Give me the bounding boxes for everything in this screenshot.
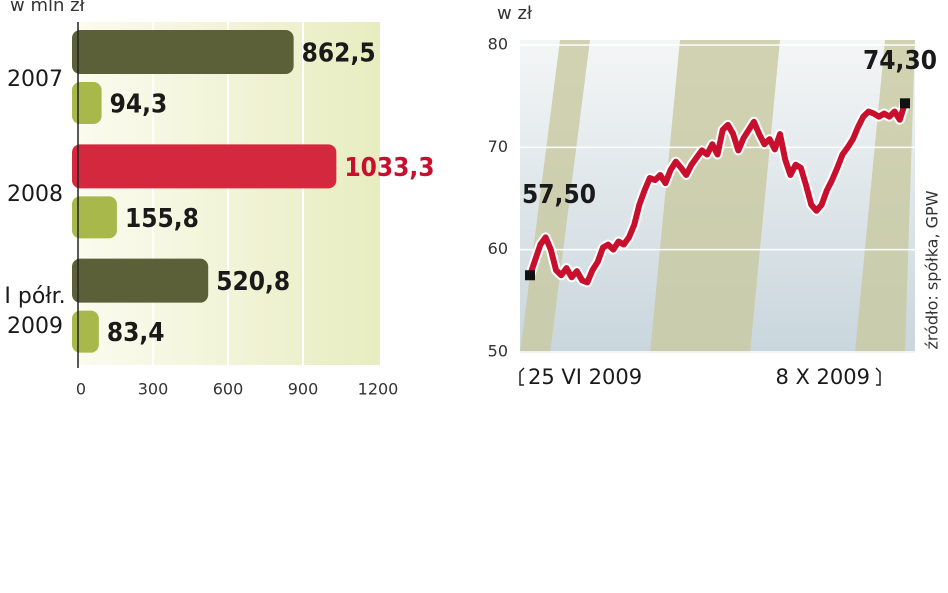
x-tick-label: 1200 [358, 380, 399, 399]
value-label: 155,8 [125, 204, 199, 234]
value-label: 862,5 [302, 39, 376, 69]
bar [72, 310, 99, 353]
bar [72, 196, 117, 239]
bar [72, 30, 294, 74]
category-label: I półr. 2009 [4, 283, 66, 339]
bar [72, 258, 209, 303]
y-tick-label: 60 [488, 239, 508, 258]
value-label: 74,30 [863, 46, 937, 76]
end-marker [900, 98, 910, 109]
x-tick-label: 8 X 2009 [775, 365, 870, 389]
x-tick-label: 25 VI 2009 [528, 365, 642, 389]
x-tick-label: 600 [213, 380, 244, 399]
end-marker [525, 270, 535, 281]
category-label: 2007 [7, 67, 63, 93]
y-tick-label: 70 [488, 137, 508, 156]
source: źródło: spółka, GPW [923, 190, 942, 349]
y-tick-label: 50 [488, 342, 508, 361]
axis-bracket [519, 367, 881, 386]
x-tick-label: 300 [138, 380, 169, 399]
line [527, 102, 908, 286]
value-label: 57,50 [522, 180, 596, 210]
bar [72, 144, 337, 189]
bar [72, 82, 102, 124]
value-label: 520,8 [216, 267, 290, 297]
value-label: 83,4 [107, 318, 165, 348]
value-label: 94,3 [110, 90, 168, 120]
value-label: 1033,3 [344, 153, 434, 183]
subtitle: w mln zł [10, 0, 86, 16]
y-tick-label: 80 [488, 35, 508, 54]
subtitle: w zł [497, 3, 533, 24]
decor-stripes [520, 40, 915, 353]
x-tick-label: 0 [76, 380, 86, 399]
category-label: 2008 [7, 181, 63, 207]
x-tick-label: 900 [288, 380, 319, 399]
